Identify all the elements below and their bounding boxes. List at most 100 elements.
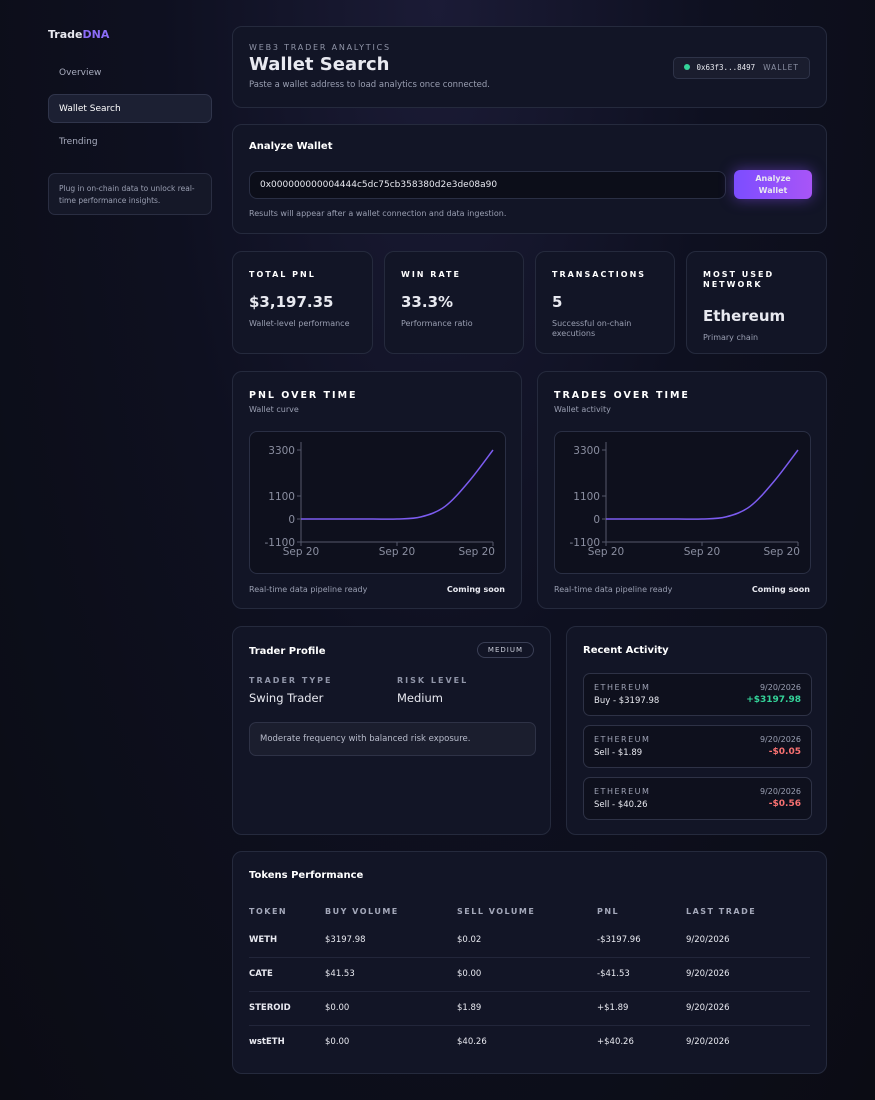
x-tick-label: Sep 20 bbox=[588, 546, 625, 558]
chart-title: PNL OVER TIME bbox=[249, 390, 358, 401]
activity-title: Recent Activity bbox=[583, 645, 669, 656]
analyze-title: Analyze Wallet bbox=[249, 141, 333, 152]
row-divider bbox=[249, 1025, 810, 1026]
chart-title: TRADES OVER TIME bbox=[554, 390, 690, 401]
stat-note: Wallet-level performance bbox=[249, 319, 350, 328]
table-cell: 9/20/2026 bbox=[686, 1037, 730, 1047]
status-dot bbox=[684, 64, 691, 70]
tokens-title: Tokens Performance bbox=[249, 870, 364, 881]
activity-pnl: -$0.05 bbox=[768, 747, 801, 757]
field-value: Swing Trader bbox=[249, 691, 324, 705]
table-cell: -$3197.96 bbox=[597, 935, 641, 945]
y-tick-label: 3300 bbox=[573, 445, 600, 457]
y-tick-label: 0 bbox=[593, 514, 600, 526]
hint: Results will appear after a wallet conne… bbox=[249, 209, 507, 218]
table-cell: +$40.26 bbox=[597, 1037, 634, 1047]
y-tick-label: 0 bbox=[288, 514, 295, 526]
analyze-button[interactable]: Analyze Wallet bbox=[734, 170, 812, 199]
table-cell: $0.00 bbox=[457, 969, 482, 979]
chart-card: PNL OVER TIME Wallet curve 3300 1100 0 -1100 S… bbox=[232, 371, 522, 609]
stat-card: TOTAL PNL $3,197.35 Wallet-level performan… bbox=[232, 251, 373, 354]
table-cell: $0.02 bbox=[457, 935, 482, 945]
y-tick-label: 1100 bbox=[268, 491, 295, 503]
table-cell: +$1.89 bbox=[597, 1003, 629, 1013]
wallet-chip[interactable]: 0x63f3...8497 WALLET bbox=[673, 57, 810, 79]
field: TRADER TYPE Swing Trader bbox=[249, 676, 332, 705]
activity-action: Sell - $40.26 bbox=[594, 800, 648, 810]
row-divider bbox=[249, 957, 810, 958]
activity-action: Sell - $1.89 bbox=[594, 748, 643, 758]
analyze-card: Analyze Wallet 0x000000000004444c5dc75cb… bbox=[232, 124, 827, 234]
activity-item: ETHEREUM 9/20/2026 Sell - $1.89 -$0.05 bbox=[583, 725, 812, 768]
x-tick-label: Sep 20 bbox=[283, 546, 320, 558]
stat-card: TRANSACTIONS 5 Successful on-chain executi… bbox=[535, 251, 675, 354]
y-tick-label: 3300 bbox=[268, 445, 295, 457]
stat-note: Successful on-chain executions bbox=[552, 319, 632, 338]
brand-b: DNA bbox=[82, 28, 110, 41]
nav-item[interactable]: Overview bbox=[59, 68, 102, 78]
line bbox=[606, 449, 799, 520]
table-cell: -$41.53 bbox=[597, 969, 630, 979]
page-title: Wallet Search bbox=[249, 54, 390, 75]
y-tick-label: 1100 bbox=[573, 491, 600, 503]
column-header: TOKEN bbox=[249, 907, 288, 916]
column-header: BUY VOLUME bbox=[325, 907, 399, 916]
table-cell: $41.53 bbox=[325, 969, 355, 979]
risk-badge: MEDIUM bbox=[476, 642, 534, 658]
activity-date: 9/20/2026 bbox=[759, 735, 801, 744]
field: RISK LEVEL Medium bbox=[397, 676, 468, 705]
x-tick-label: Sep 20 bbox=[764, 546, 801, 558]
stat-value: 5 bbox=[552, 293, 563, 311]
nav-item-active[interactable]: Wallet Search bbox=[48, 94, 212, 123]
activity-date: 9/20/2026 bbox=[759, 683, 801, 692]
stat-note: Performance ratio bbox=[401, 319, 473, 328]
header-card: WEB3 TRADER ANALYTICS Wallet Search Past… bbox=[232, 26, 827, 108]
wallet-address: 0x63f3...8497 bbox=[696, 63, 756, 72]
eyebrow: WEB3 TRADER ANALYTICS bbox=[249, 43, 391, 52]
activity-date: 9/20/2026 bbox=[759, 787, 801, 796]
chart-footer-left: Real-time data pipeline ready bbox=[249, 585, 368, 594]
sidebar-note: Plug in on-chain data to unlock real-tim… bbox=[48, 173, 212, 215]
table-cell: WETH bbox=[249, 935, 278, 945]
table-cell: $0.00 bbox=[325, 1003, 350, 1013]
column-header: SELL VOLUME bbox=[457, 907, 536, 916]
brand: TradeDNA bbox=[48, 28, 109, 41]
stat-value: 33.3% bbox=[401, 293, 454, 311]
activity-card: Recent Activity ETHEREUM 9/20/2026 Buy - $… bbox=[566, 626, 827, 835]
brand-a: Trade bbox=[48, 28, 83, 41]
stat-card: MOST USED NETWORK Ethereum Primary chain bbox=[686, 251, 827, 354]
wallet-tag: WALLET bbox=[763, 63, 799, 72]
activity-network: ETHEREUM bbox=[594, 735, 651, 744]
activity-item: ETHEREUM 9/20/2026 Sell - $40.26 -$0.56 bbox=[583, 777, 812, 820]
field-label: RISK LEVEL bbox=[397, 676, 469, 685]
stat-label: TOTAL PNL bbox=[249, 270, 316, 279]
chart-footer-left: Real-time data pipeline ready bbox=[554, 585, 673, 594]
activity-item: ETHEREUM 9/20/2026 Buy - $3197.98 +$3197.98 bbox=[583, 673, 812, 716]
table-cell: STEROID bbox=[249, 1003, 291, 1013]
tokens-card: Tokens Performance TOKEN BUY VOLUME SELL V… bbox=[232, 851, 827, 1074]
chart-footer-right: Coming soon bbox=[446, 585, 505, 594]
nav-item[interactable]: Trending bbox=[59, 137, 98, 147]
field-label: TRADER TYPE bbox=[249, 676, 333, 685]
stat-value: $3,197.35 bbox=[249, 293, 334, 311]
y-tick-label: -1100 bbox=[569, 537, 600, 549]
activity-pnl: +$3197.98 bbox=[746, 695, 801, 705]
activity-network: ETHEREUM bbox=[594, 683, 651, 692]
table-cell: $0.00 bbox=[325, 1037, 350, 1047]
subtitle: Paste a wallet address to load analytics… bbox=[249, 80, 491, 90]
line bbox=[301, 449, 494, 520]
wallet-input[interactable]: 0x000000000004444c5dc75cb358380d2e3de08a… bbox=[249, 171, 726, 199]
chart-box: 3300 1100 0 -1100 Sep 20 Sep 20 Sep 20 bbox=[249, 431, 506, 574]
profile-title: Trader Profile bbox=[249, 646, 326, 657]
x-tick-label: Sep 20 bbox=[379, 546, 416, 558]
column-header: PNL bbox=[597, 907, 620, 916]
stat-card: WIN RATE 33.3% Performance ratio bbox=[384, 251, 524, 354]
stat-label: TRANSACTIONS bbox=[552, 270, 647, 279]
table-cell: $40.26 bbox=[457, 1037, 487, 1047]
table-cell: $1.89 bbox=[457, 1003, 482, 1013]
stat-label: MOST USED NETWORK bbox=[703, 270, 775, 289]
stat-note: Primary chain bbox=[703, 333, 759, 342]
